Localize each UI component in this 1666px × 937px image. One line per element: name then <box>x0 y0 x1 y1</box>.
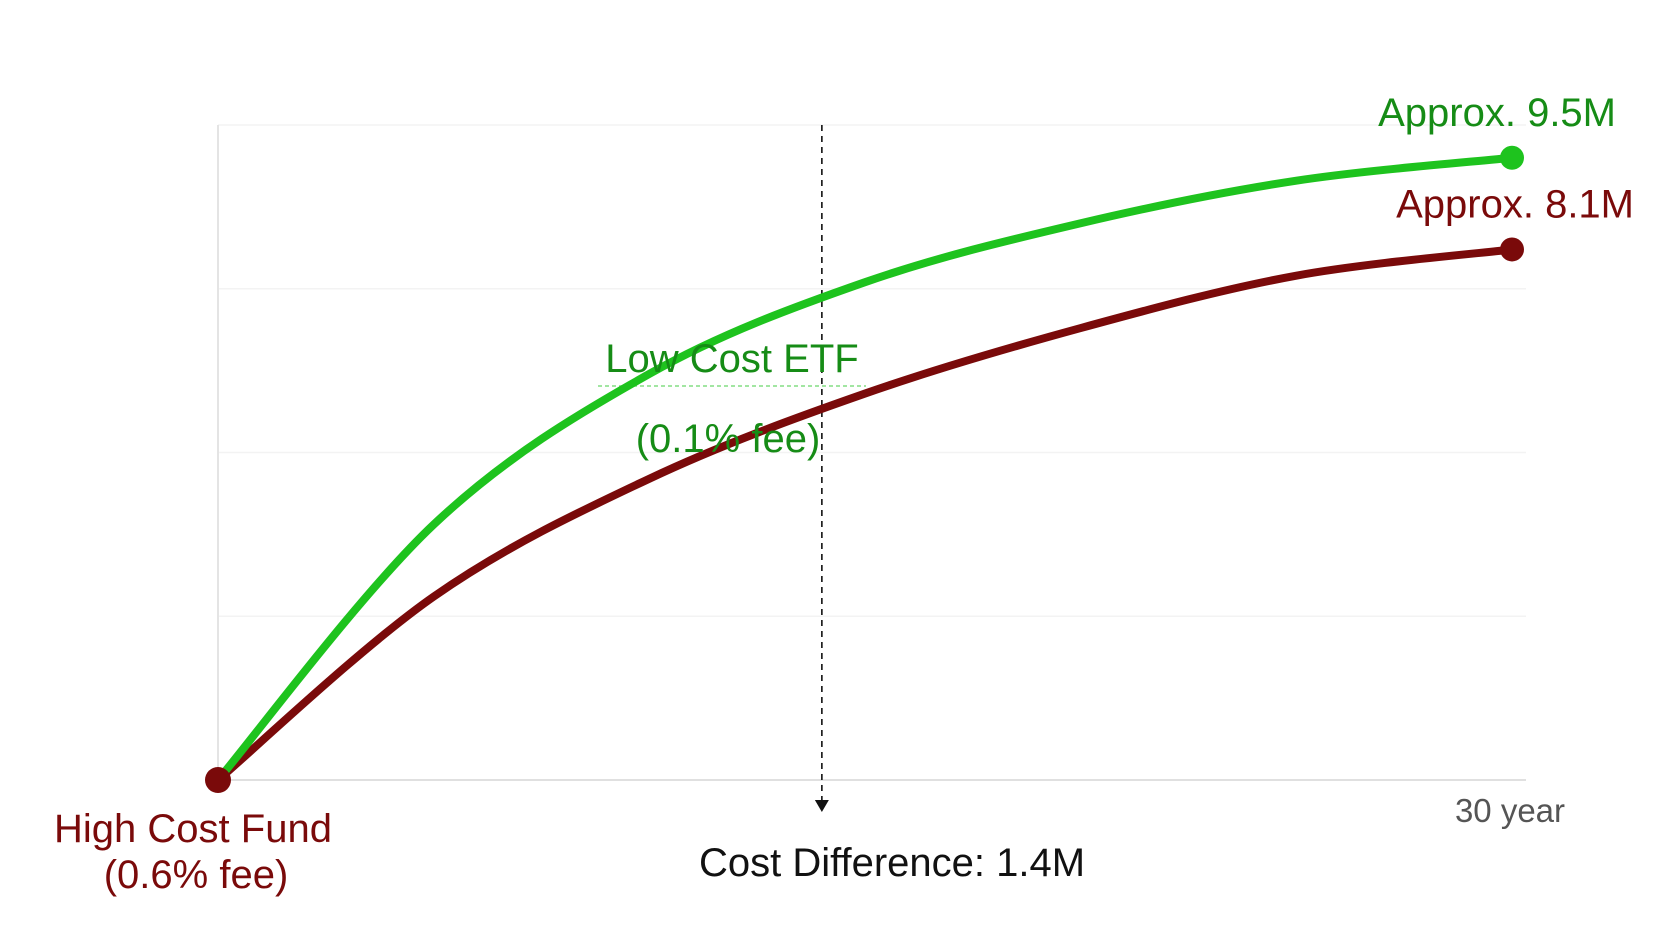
series-label-high-cost-fund: High Cost Fund <box>54 807 332 851</box>
series-line-low-cost-etf <box>214 153 1516 784</box>
end-label-high-cost-fund: Approx. 8.1M <box>1396 182 1634 226</box>
series-fee-high-cost-fund: (0.6% fee) <box>104 853 289 897</box>
series-line-high-cost-fund <box>214 245 1516 784</box>
series-label-low-cost-etf: Low Cost ETF <box>605 337 858 381</box>
end-point-low-cost-etf <box>1500 145 1524 170</box>
end-label-low-cost-etf: Approx. 9.5M <box>1378 91 1616 135</box>
cost-difference-arrowhead <box>814 800 829 812</box>
start-point <box>205 767 231 793</box>
end-point-high-cost-fund <box>1500 237 1524 262</box>
cost-difference-label: Cost Difference: 1.4M <box>699 841 1085 885</box>
x-tick-label: 30 year <box>1455 792 1565 829</box>
series-fee-low-cost-etf: (0.1% fee) <box>636 417 821 461</box>
grid-lines <box>218 124 1526 617</box>
